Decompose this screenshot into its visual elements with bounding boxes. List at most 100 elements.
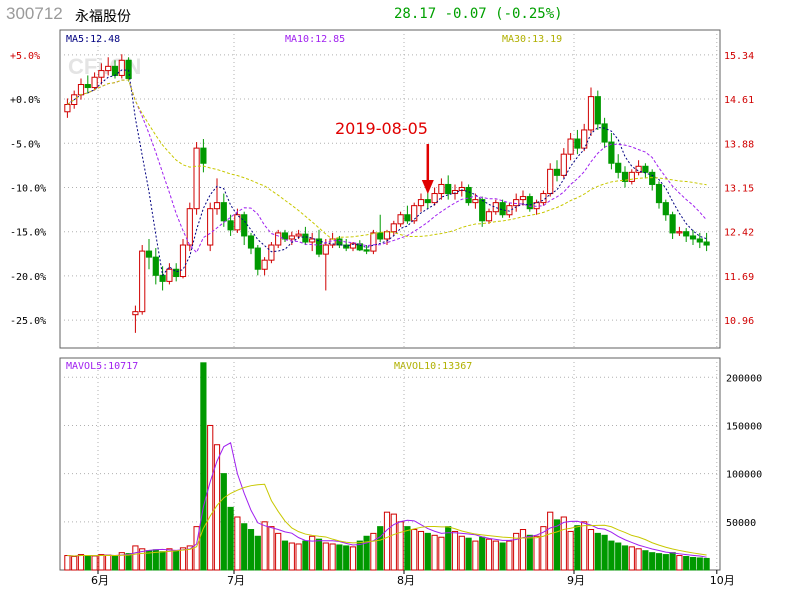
candle-body [458,186,465,192]
volume-bar [547,511,554,571]
candle-body [139,250,146,313]
volume-bar [601,534,608,571]
volume-bar [519,529,527,571]
candle-body [601,123,608,143]
candle-body [186,208,193,246]
volume-bar [594,532,601,571]
volume-bar [77,554,85,571]
volume-bar [309,535,316,571]
candle-body [669,214,676,234]
candle-body [472,199,479,204]
mavol10-line [67,483,707,557]
volume-bar [540,526,547,571]
candle-body [145,250,153,258]
volume-bar [105,554,112,571]
volume-bar [655,553,663,571]
volume-bar [560,516,567,571]
volume-bars [64,362,710,571]
candle-body [227,220,234,231]
volume-bar [472,540,479,571]
candle-body [281,232,289,240]
candle-body [662,202,669,216]
volume-bar [71,556,78,571]
volume-bar [567,530,574,571]
volume-bar [506,540,513,571]
candle-body [655,183,663,204]
volume-bar [261,521,268,571]
volume-bar [98,554,105,571]
candle-body [513,199,520,207]
candle-body [560,153,567,176]
volume-bar [526,534,533,571]
candle-body [499,202,506,216]
candle-body [241,214,248,237]
volume-bar [683,556,690,571]
legend-mavol10: MAVOL10:13367 [394,361,472,372]
volume-bar [173,550,180,571]
candle-body [621,171,629,182]
candle-body [567,138,574,155]
candle-body [166,268,173,282]
volume-bar [404,526,411,571]
candle-body [683,231,690,237]
candle-body [377,232,384,240]
candle-body [220,202,227,222]
left-tick-label: -10.0% [10,183,46,194]
volume-bar [193,526,200,571]
volume-bar [438,536,445,571]
volume-bar [220,473,227,571]
candle-body [302,233,309,243]
right-tick-label: 13.15 [724,183,754,194]
candlesticks [64,54,710,333]
candle-body [492,202,499,213]
ma10-line [67,79,707,254]
candle-body [642,165,649,173]
volume-bar [268,526,275,571]
volume-bar [662,554,669,571]
volume-bar [465,537,472,571]
candle-body [111,65,119,76]
candle-body [315,238,323,255]
volume-bar [139,548,146,571]
candle-body [553,168,561,176]
volume-bar [315,538,323,571]
candle-body [370,232,377,252]
volume-bar [411,529,418,571]
x-tick-label: 9月 [567,574,585,587]
candle-body [397,214,404,225]
candle-body [213,202,221,210]
candle-body [98,70,105,78]
candle-body [207,208,214,246]
volume-bar [343,545,350,571]
volume-bar [288,542,295,571]
candle-body [479,199,486,222]
arrow-head [421,180,434,194]
volume-bar [553,519,561,571]
candle-body [356,243,363,251]
left-tick-label: -5.0% [10,139,40,150]
mavol5-line [67,442,707,558]
candle-body [268,244,275,261]
volume-bar [397,521,404,571]
moving-average-lines [67,69,707,277]
volume-bar [696,557,703,571]
candle-body [179,244,187,278]
candle-body [506,205,513,216]
volume-bar [485,538,493,571]
volume-bar [689,556,697,571]
grid-lines [60,30,720,570]
volume-bar [703,557,710,571]
volume-bar [581,521,588,571]
x-tick-label: 6月 [91,574,109,587]
left-tick-label: +5.0% [10,51,40,62]
price-panel-frame [59,29,721,349]
candle-body [77,84,85,96]
volume-bar [322,542,329,571]
right-tick-label: 14.61 [724,95,754,106]
volume-bar [281,540,289,571]
volume-tick-label: 150000 [726,421,762,432]
volume-bar [669,552,676,571]
volume-bar [91,555,98,571]
candle-body [309,238,316,243]
candle-body [547,168,554,195]
